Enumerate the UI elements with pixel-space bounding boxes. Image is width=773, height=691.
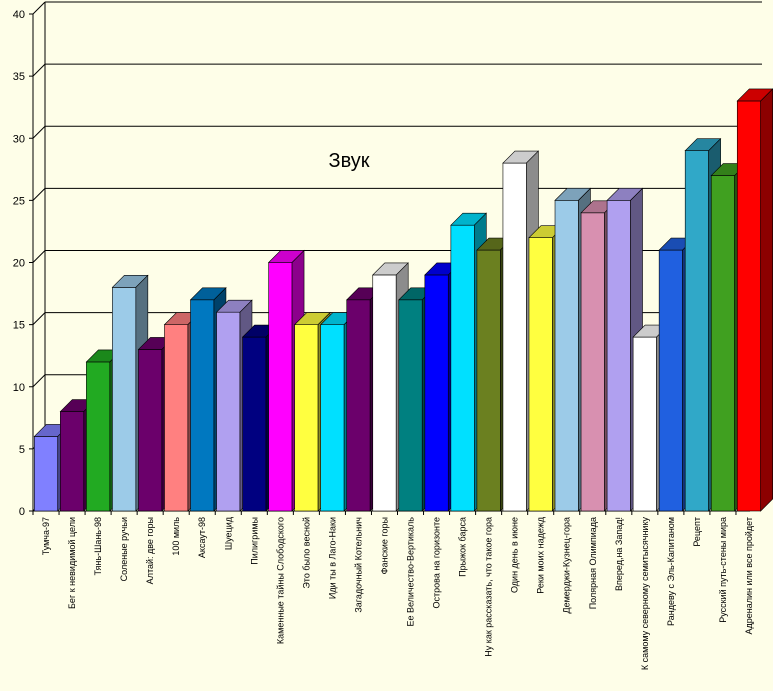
bar-front	[320, 324, 345, 512]
bar	[736, 88, 773, 512]
bar-front	[632, 336, 657, 512]
x-tick-label: Рандеву с Эль-Капитаном	[666, 517, 676, 626]
x-tick-label: Тянь-Шань-98	[93, 517, 103, 575]
bar-front	[34, 436, 59, 512]
bar-front	[164, 324, 189, 512]
bar-front	[554, 200, 579, 512]
y-tick-label: 0	[19, 506, 25, 518]
gridline-side	[32, 188, 46, 201]
bar-front	[372, 274, 397, 512]
gridline-side	[32, 312, 46, 325]
y-tick-label: 25	[13, 195, 25, 207]
x-tick-label: Иди ты в Лаго-Наки	[327, 517, 337, 599]
x-tick-label: Соленые ручьи	[119, 517, 129, 581]
bar-front	[710, 175, 735, 512]
gridline-side	[32, 63, 46, 77]
bar-front	[138, 349, 163, 512]
bar-front	[528, 237, 553, 512]
x-tick-label: Острова на горизонте	[432, 517, 442, 608]
x-tick-label: К самому северному семитысячнику	[640, 517, 650, 671]
x-tick-label: Один день в июне	[510, 517, 520, 593]
bar-front	[580, 212, 605, 512]
x-tick-label: Это было весной	[301, 517, 311, 589]
bars	[33, 88, 773, 512]
bar-front	[216, 311, 241, 512]
x-tick-label: Пилигримы	[249, 517, 259, 565]
gridline-side	[32, 250, 46, 263]
x-tick-label: Фанские горы	[379, 517, 389, 574]
gridline-side	[32, 125, 46, 139]
x-tick-label: Прыжок барса	[458, 517, 468, 577]
bar-front	[450, 224, 475, 512]
bar-front	[502, 162, 527, 512]
x-tick-label: Загадочный Котельнич	[353, 517, 363, 613]
y-tick-label: 5	[19, 444, 25, 456]
x-tick-label: Русский путь-стены мира	[718, 517, 728, 623]
x-tick-label: Каменные тайны Слободского	[275, 517, 285, 644]
y-tick-label: 10	[13, 382, 25, 394]
bar-front	[112, 287, 137, 512]
bar-side	[760, 88, 773, 512]
x-tick-label: Тумча-97	[41, 517, 51, 555]
bar-front	[424, 274, 449, 512]
x-tick-label: Ее Величество-Вертикаль	[406, 517, 416, 627]
x-tick-label: Демерджи-Кузнец-гора	[562, 517, 572, 614]
x-tick-label: Адреналин или все пройдет	[744, 517, 754, 634]
x-tick-label: Рецепт	[692, 517, 702, 547]
x-tick-label: Ну как рассказать, что такое гора	[484, 517, 494, 657]
x-tick-label: Вперед,на Запад!	[614, 517, 624, 591]
bar-front	[242, 336, 267, 512]
gridline-side	[32, 1, 46, 15]
x-tick-label: Бег к невидимой цели	[67, 517, 77, 609]
bar-front	[190, 299, 215, 512]
bar-front	[736, 100, 761, 512]
x-tick-label: 100 миль	[171, 517, 181, 556]
y-tick-label: 40	[13, 9, 25, 21]
y-tick-label: 35	[13, 71, 25, 83]
chart-title: Звук	[328, 150, 369, 172]
y-tick-label: 20	[13, 258, 25, 270]
x-tick-label: Полярная Олимпиада	[588, 517, 598, 609]
bar-front	[658, 249, 683, 512]
x-tick-label: Реки моих надежд	[536, 516, 546, 593]
y-tick-label: 30	[13, 133, 25, 145]
bar-front	[606, 200, 631, 512]
x-tick-label: Алтай: две горы	[145, 517, 155, 584]
y-tick-labels: 0 5 10 15 20 25 30 35 40	[13, 9, 33, 518]
bar-front	[398, 299, 423, 512]
x-tick-label: Аксаут-98	[197, 517, 207, 558]
bar-front	[60, 411, 85, 512]
bar-front	[268, 262, 293, 512]
bar-front	[346, 299, 371, 512]
gridline-side	[32, 374, 46, 388]
bar-front	[684, 150, 709, 512]
x-tick-labels: Тумча-97 Бег к невидимой цели Тянь-Шань-98…	[32, 511, 754, 671]
bar-front	[294, 324, 319, 512]
y-tick-label: 15	[13, 320, 25, 332]
x-tick-label: Шуецид	[223, 516, 233, 550]
bar-front	[86, 361, 111, 512]
bar-front	[476, 249, 501, 512]
